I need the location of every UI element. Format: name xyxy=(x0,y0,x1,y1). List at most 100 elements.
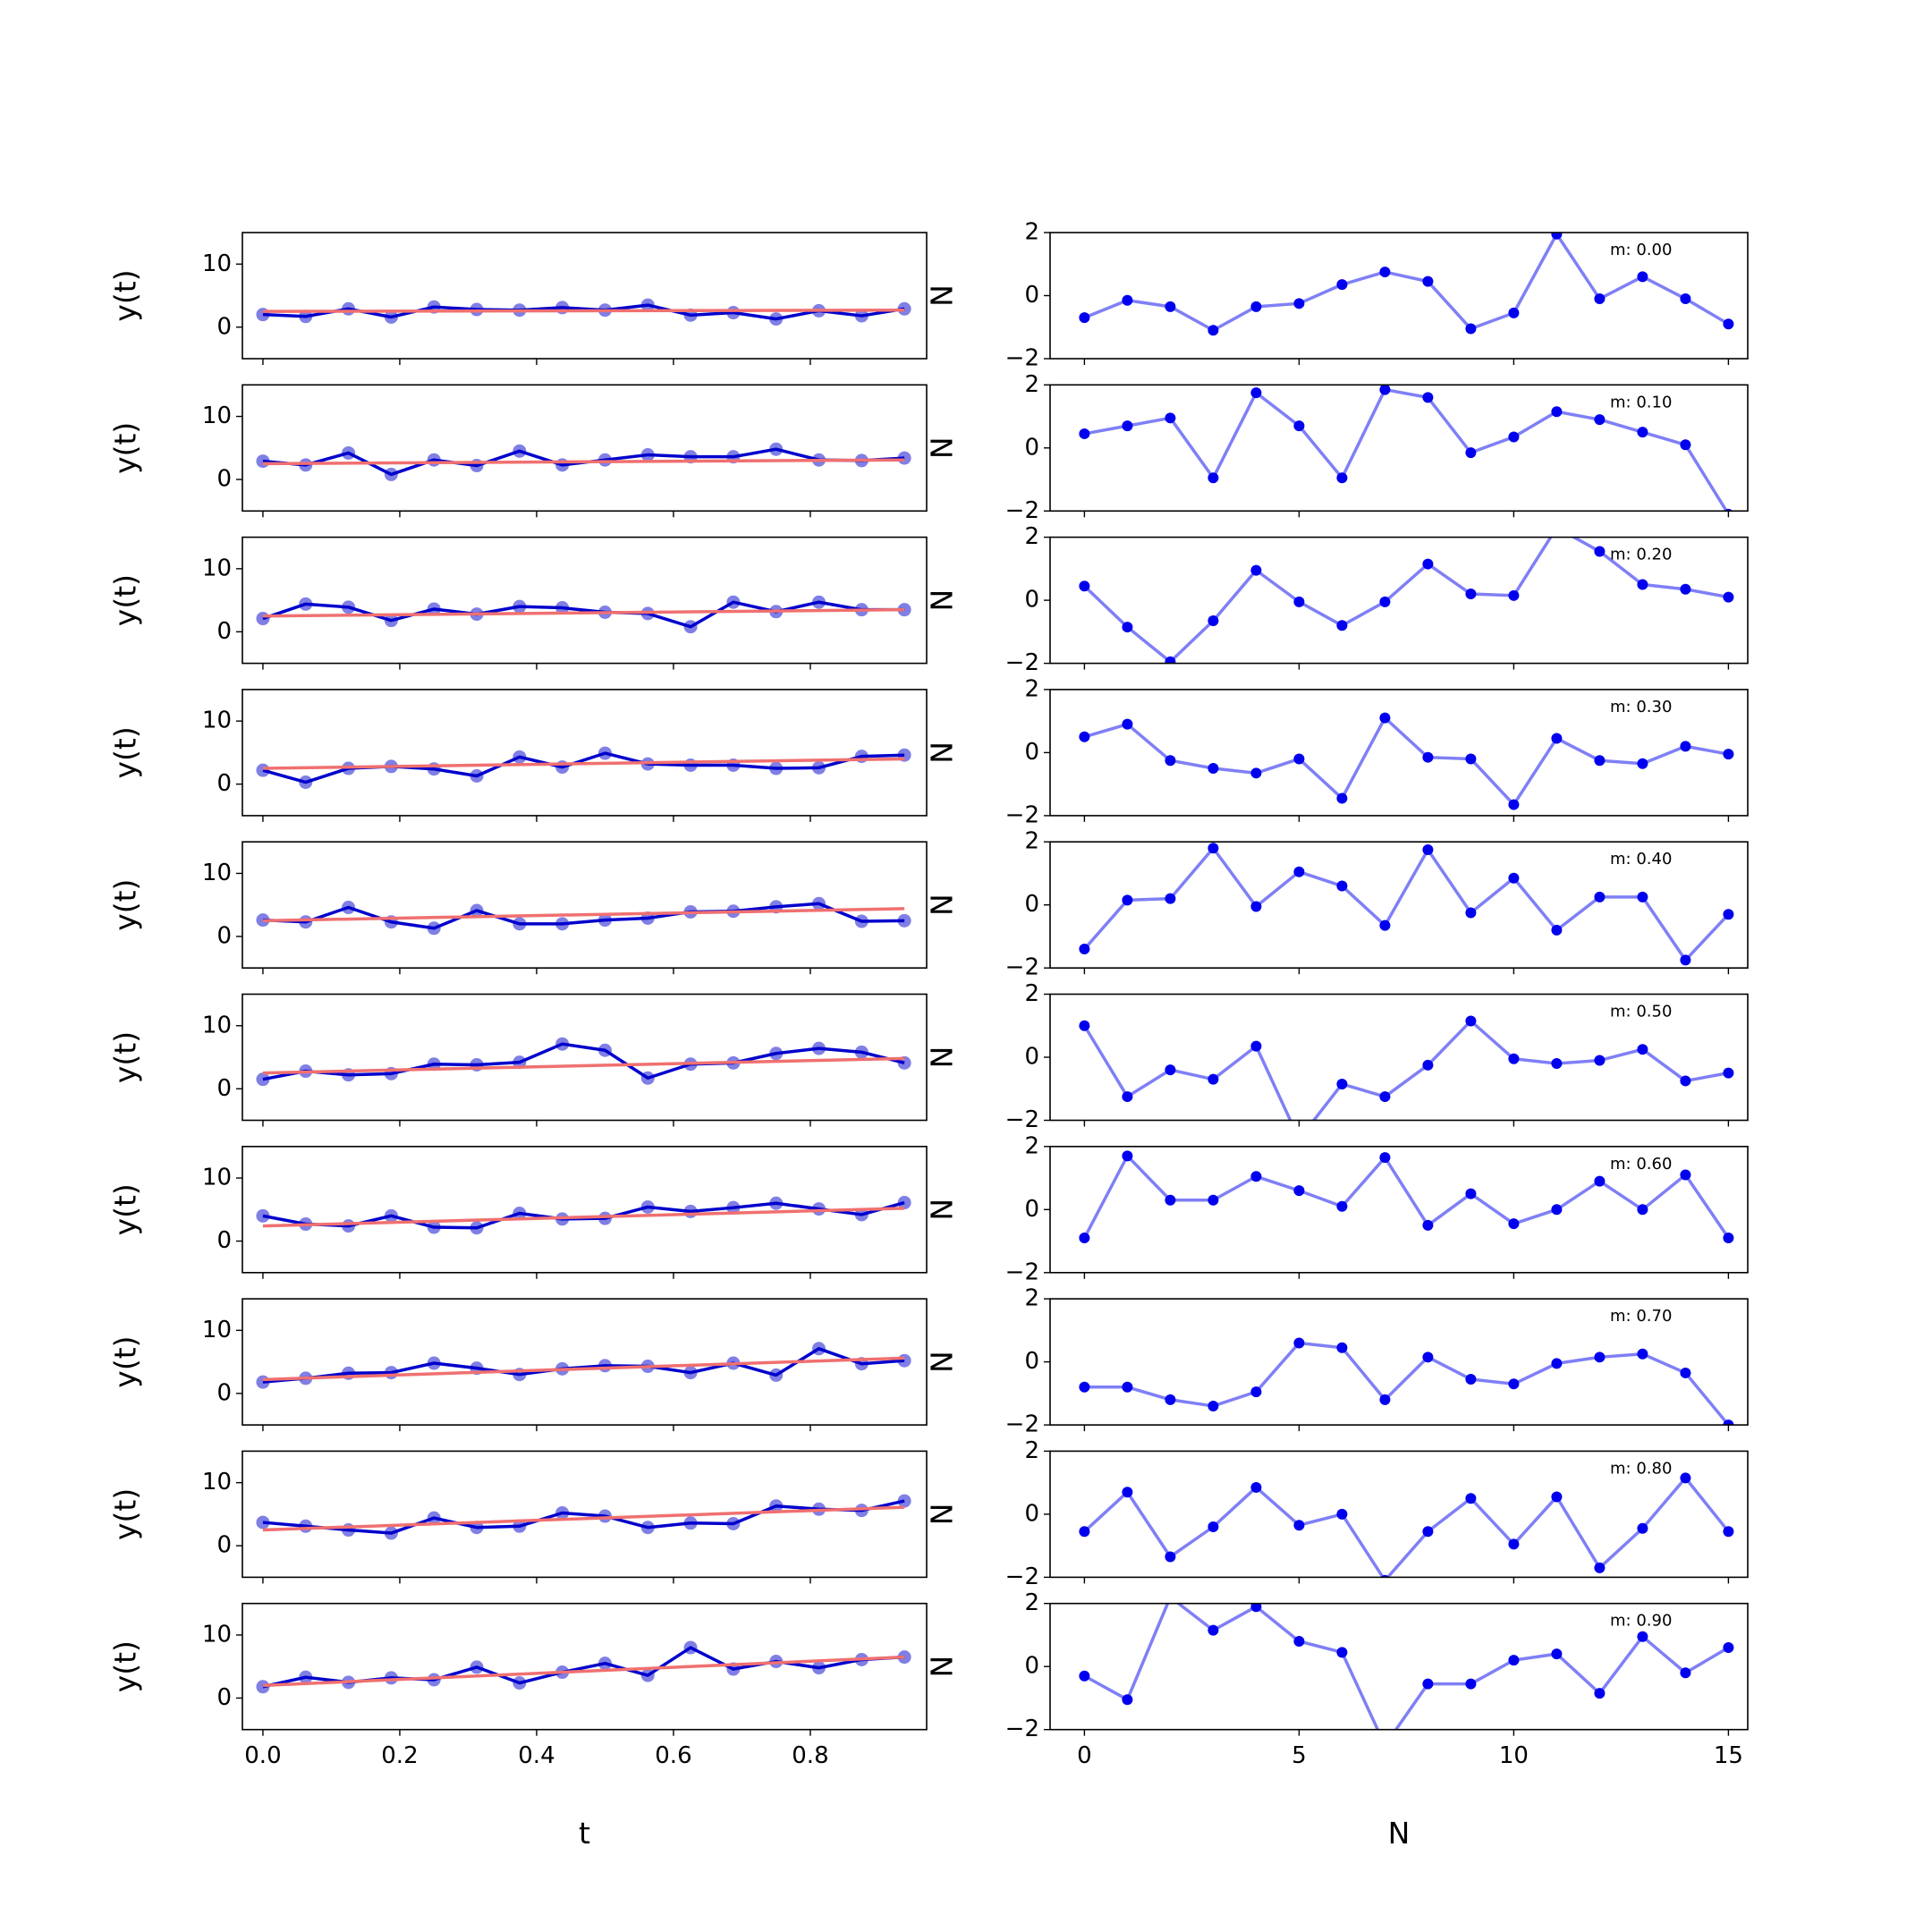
point xyxy=(427,602,441,616)
point xyxy=(1165,1394,1176,1405)
point xyxy=(1122,1150,1133,1162)
point xyxy=(597,1043,612,1057)
point xyxy=(1551,406,1563,418)
y-axis-label: N xyxy=(925,589,960,612)
point xyxy=(1465,1015,1477,1027)
point xyxy=(1250,901,1262,912)
point xyxy=(342,901,356,915)
axes-frame xyxy=(242,536,928,665)
point xyxy=(769,1368,784,1382)
x-tick-label: 0.8 xyxy=(792,1742,828,1769)
point xyxy=(726,306,741,320)
point xyxy=(1165,755,1176,767)
plot-area xyxy=(1079,1337,1734,1426)
series-line xyxy=(1082,1019,1729,1121)
annotation: m: 0.50 xyxy=(1610,1003,1672,1021)
y-tick-label: 2 xyxy=(1024,1132,1039,1159)
point xyxy=(897,451,911,465)
point xyxy=(854,1504,869,1518)
y-axis-label: y(t) xyxy=(108,574,143,626)
point xyxy=(427,1220,441,1234)
point xyxy=(256,1072,270,1087)
y-tick-label: 10 xyxy=(202,860,232,886)
point xyxy=(1508,872,1520,884)
point xyxy=(1293,1636,1305,1647)
y-tick-label: 10 xyxy=(202,1317,232,1343)
y-axis-label: N xyxy=(925,436,960,459)
plot-area xyxy=(1079,1472,1734,1578)
point xyxy=(513,444,527,458)
point xyxy=(1551,1058,1563,1070)
y-tick-label: −2 xyxy=(1005,1411,1039,1438)
point xyxy=(427,1356,441,1370)
point xyxy=(597,746,612,760)
point xyxy=(812,595,826,609)
point xyxy=(769,1046,784,1061)
point xyxy=(1165,656,1176,664)
y-axis-label: N xyxy=(925,1656,960,1678)
point xyxy=(1637,758,1648,769)
y-tick-label: 2 xyxy=(1024,980,1039,1007)
point xyxy=(1422,1059,1434,1071)
point xyxy=(1250,1171,1262,1182)
series-line xyxy=(1083,1603,1730,1730)
y-tick-label: 0 xyxy=(1024,434,1039,461)
annotation: m: 0.80 xyxy=(1610,1459,1672,1478)
point xyxy=(854,1208,869,1222)
point xyxy=(1122,294,1133,306)
point xyxy=(812,896,826,911)
point xyxy=(854,914,869,928)
point xyxy=(1422,1352,1434,1363)
point xyxy=(1637,579,1648,590)
point xyxy=(769,312,784,326)
point xyxy=(1079,944,1090,955)
point xyxy=(1422,1219,1434,1231)
point xyxy=(427,1511,441,1525)
point xyxy=(1250,564,1262,576)
point xyxy=(1379,1394,1391,1405)
point xyxy=(1680,1367,1691,1378)
point xyxy=(812,1661,826,1675)
point xyxy=(1122,1381,1133,1393)
point xyxy=(1637,1522,1648,1534)
point xyxy=(256,1375,270,1389)
point xyxy=(1594,414,1606,426)
point xyxy=(640,448,655,462)
point xyxy=(1680,293,1691,305)
point xyxy=(812,1202,826,1216)
annotation: m: 0.90 xyxy=(1610,1612,1672,1631)
point xyxy=(1079,580,1090,592)
point xyxy=(427,1673,441,1687)
annotation: m: 0.40 xyxy=(1610,850,1672,869)
annotation: m: 0.70 xyxy=(1610,1307,1672,1326)
point xyxy=(513,750,527,764)
point xyxy=(1594,1688,1606,1699)
y-axis-label: y(t) xyxy=(108,726,143,778)
point xyxy=(299,1670,313,1684)
point xyxy=(1508,431,1520,443)
point xyxy=(1165,1551,1176,1563)
axes-frame xyxy=(242,1298,928,1426)
y-tick-label: 10 xyxy=(202,1469,232,1496)
point xyxy=(597,453,612,467)
point xyxy=(1508,1218,1520,1230)
y-tick-label: 0 xyxy=(216,1532,232,1559)
y-tick-label: 2 xyxy=(1024,828,1039,855)
point xyxy=(1594,546,1606,557)
point xyxy=(1293,866,1305,877)
point xyxy=(384,1208,398,1223)
point xyxy=(299,915,313,929)
point xyxy=(812,1342,826,1356)
point xyxy=(555,601,570,615)
point xyxy=(683,1640,698,1655)
y-tick-label: −2 xyxy=(1005,649,1039,676)
point xyxy=(256,1208,270,1223)
point xyxy=(897,301,911,316)
point xyxy=(683,1366,698,1380)
point xyxy=(1637,1348,1648,1360)
point xyxy=(1208,615,1219,627)
y-tick-label: 2 xyxy=(1024,523,1039,550)
point xyxy=(384,1671,398,1685)
point xyxy=(1122,622,1133,633)
point xyxy=(1723,749,1734,760)
